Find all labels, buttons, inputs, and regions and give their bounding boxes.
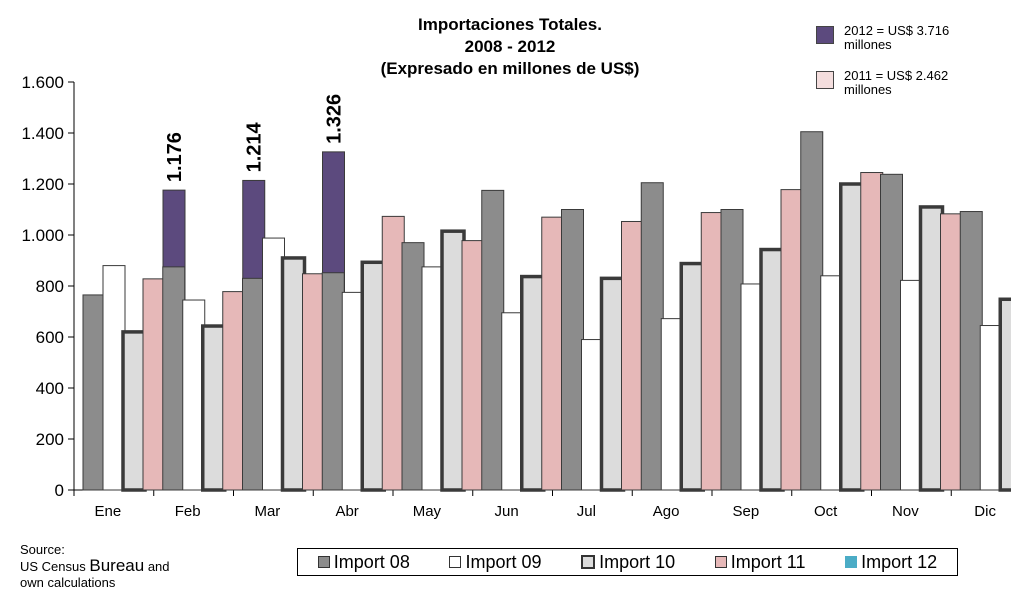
data-label: 1.214	[244, 122, 266, 173]
source-line2c: and	[144, 559, 170, 574]
bar-import-10	[599, 276, 626, 492]
bar-import-10	[918, 205, 945, 492]
y-tick-label: 1.000	[21, 226, 64, 245]
note-2012-line1: 2012 = US$ 3.716	[844, 23, 950, 38]
chart-title-line3: (Expresado en millones de US$)	[380, 59, 640, 78]
note-2011-swatch	[816, 71, 834, 89]
chart-title: Importaciones Totales. 2008 - 2012 (Expr…	[370, 14, 650, 80]
note-2012-line2: millones	[844, 37, 892, 52]
legend-key-import-09	[449, 556, 462, 568]
y-tick-label: 1.600	[21, 73, 64, 92]
bar-import-11	[302, 273, 325, 491]
legend-label-import-10: Import 10	[599, 551, 676, 572]
chart-title-line1: Importaciones Totales.	[418, 15, 602, 34]
data-label: 1.176	[164, 132, 186, 182]
legend-key-import-08	[317, 556, 330, 568]
source-note: Source: US Census Bureau and own calcula…	[20, 542, 170, 591]
bar-import-11	[780, 189, 804, 491]
bar-import-08	[800, 131, 824, 491]
y-tick-label: 600	[36, 328, 64, 347]
bar-import-11	[860, 172, 884, 491]
bar-import-08	[720, 209, 744, 491]
legend-item-import-09: Import 09	[449, 551, 542, 573]
bar-import-08	[561, 209, 584, 491]
bar-import-10	[280, 256, 307, 492]
y-tick-label: 0	[55, 481, 64, 500]
source-line1: Source:	[20, 542, 65, 557]
bar-import-11	[142, 278, 166, 491]
bar-import-08	[321, 272, 345, 491]
x-tick-label: Ene	[95, 503, 122, 520]
y-tick-label: 1.200	[21, 175, 64, 194]
x-tick-label: Dic	[974, 503, 996, 520]
x-tick-label: Sep	[733, 503, 760, 520]
bar-import-10	[520, 274, 546, 492]
bar-import-08	[82, 294, 106, 491]
legend-key-import-11	[714, 556, 727, 568]
x-tick-label: Jun	[495, 503, 519, 520]
note-2011-line1: 2011 = US$ 2.462	[844, 68, 949, 83]
bar-import-08	[959, 211, 983, 491]
legend-key-import-10	[581, 555, 596, 569]
y-tick-label: 1.400	[21, 124, 64, 143]
bar-import-11	[621, 220, 644, 491]
bar-import-11	[222, 291, 246, 491]
legend-item-import-08: Import 08	[317, 551, 410, 573]
bar-import-08	[481, 189, 505, 491]
bar-import-11	[541, 216, 565, 491]
bar-import-08	[242, 277, 265, 491]
legend-label-import-11: Import 11	[730, 551, 806, 572]
legend-key-import-12	[845, 556, 858, 568]
bar-import-11	[700, 212, 724, 491]
chart-legend: Import 08 Import 09 Import 10 Import 11 …	[297, 548, 958, 576]
bar-import-11	[940, 213, 963, 491]
y-tick-label: 400	[36, 379, 64, 398]
source-line2b: Bureau	[89, 556, 145, 575]
note-2012-swatch	[816, 26, 834, 44]
bar-import-10	[121, 330, 147, 492]
bar-import-08	[640, 182, 664, 491]
bar-import-08	[162, 266, 186, 491]
x-tick-label: Mar	[254, 503, 280, 520]
x-tick-label: Abr	[335, 503, 358, 520]
source-line3: own calculations	[20, 575, 116, 590]
legend-item-import-11: Import 11	[714, 551, 806, 573]
legend-label-import-12: Import 12	[861, 551, 938, 572]
chart-title-line2: 2008 - 2012	[464, 37, 556, 56]
legend-item-import-10: Import 10	[581, 552, 675, 573]
y-tick-label: 800	[36, 277, 64, 296]
bar-import-10	[839, 182, 865, 492]
bar-import-10	[440, 229, 466, 492]
data-label: 1.326	[324, 94, 346, 144]
legend-label-import-09: Import 09	[465, 551, 542, 572]
x-tick-label: May	[413, 503, 442, 520]
bar-import-10	[998, 297, 1011, 492]
x-tick-label: Nov	[892, 503, 919, 520]
bar-import-11	[381, 215, 405, 491]
bar-import-11	[461, 240, 485, 491]
y-tick-label: 200	[36, 430, 64, 449]
x-tick-label: Ago	[653, 503, 680, 520]
bar-import-10	[201, 324, 227, 492]
x-tick-label: Jul	[577, 503, 596, 520]
bar-import-10	[360, 260, 386, 492]
x-tick-label: Feb	[175, 503, 201, 520]
bar-import-08	[401, 242, 425, 491]
source-line2a: US Census	[20, 559, 90, 574]
bar-import-08	[880, 173, 903, 491]
note-2011-line2: millones	[844, 82, 892, 97]
bar-import-10	[759, 247, 785, 492]
bar-import-10	[679, 261, 705, 492]
legend-label-import-08: Import 08	[333, 551, 410, 572]
x-tick-label: Oct	[814, 503, 838, 520]
legend-item-import-12: Import 12	[845, 552, 937, 573]
